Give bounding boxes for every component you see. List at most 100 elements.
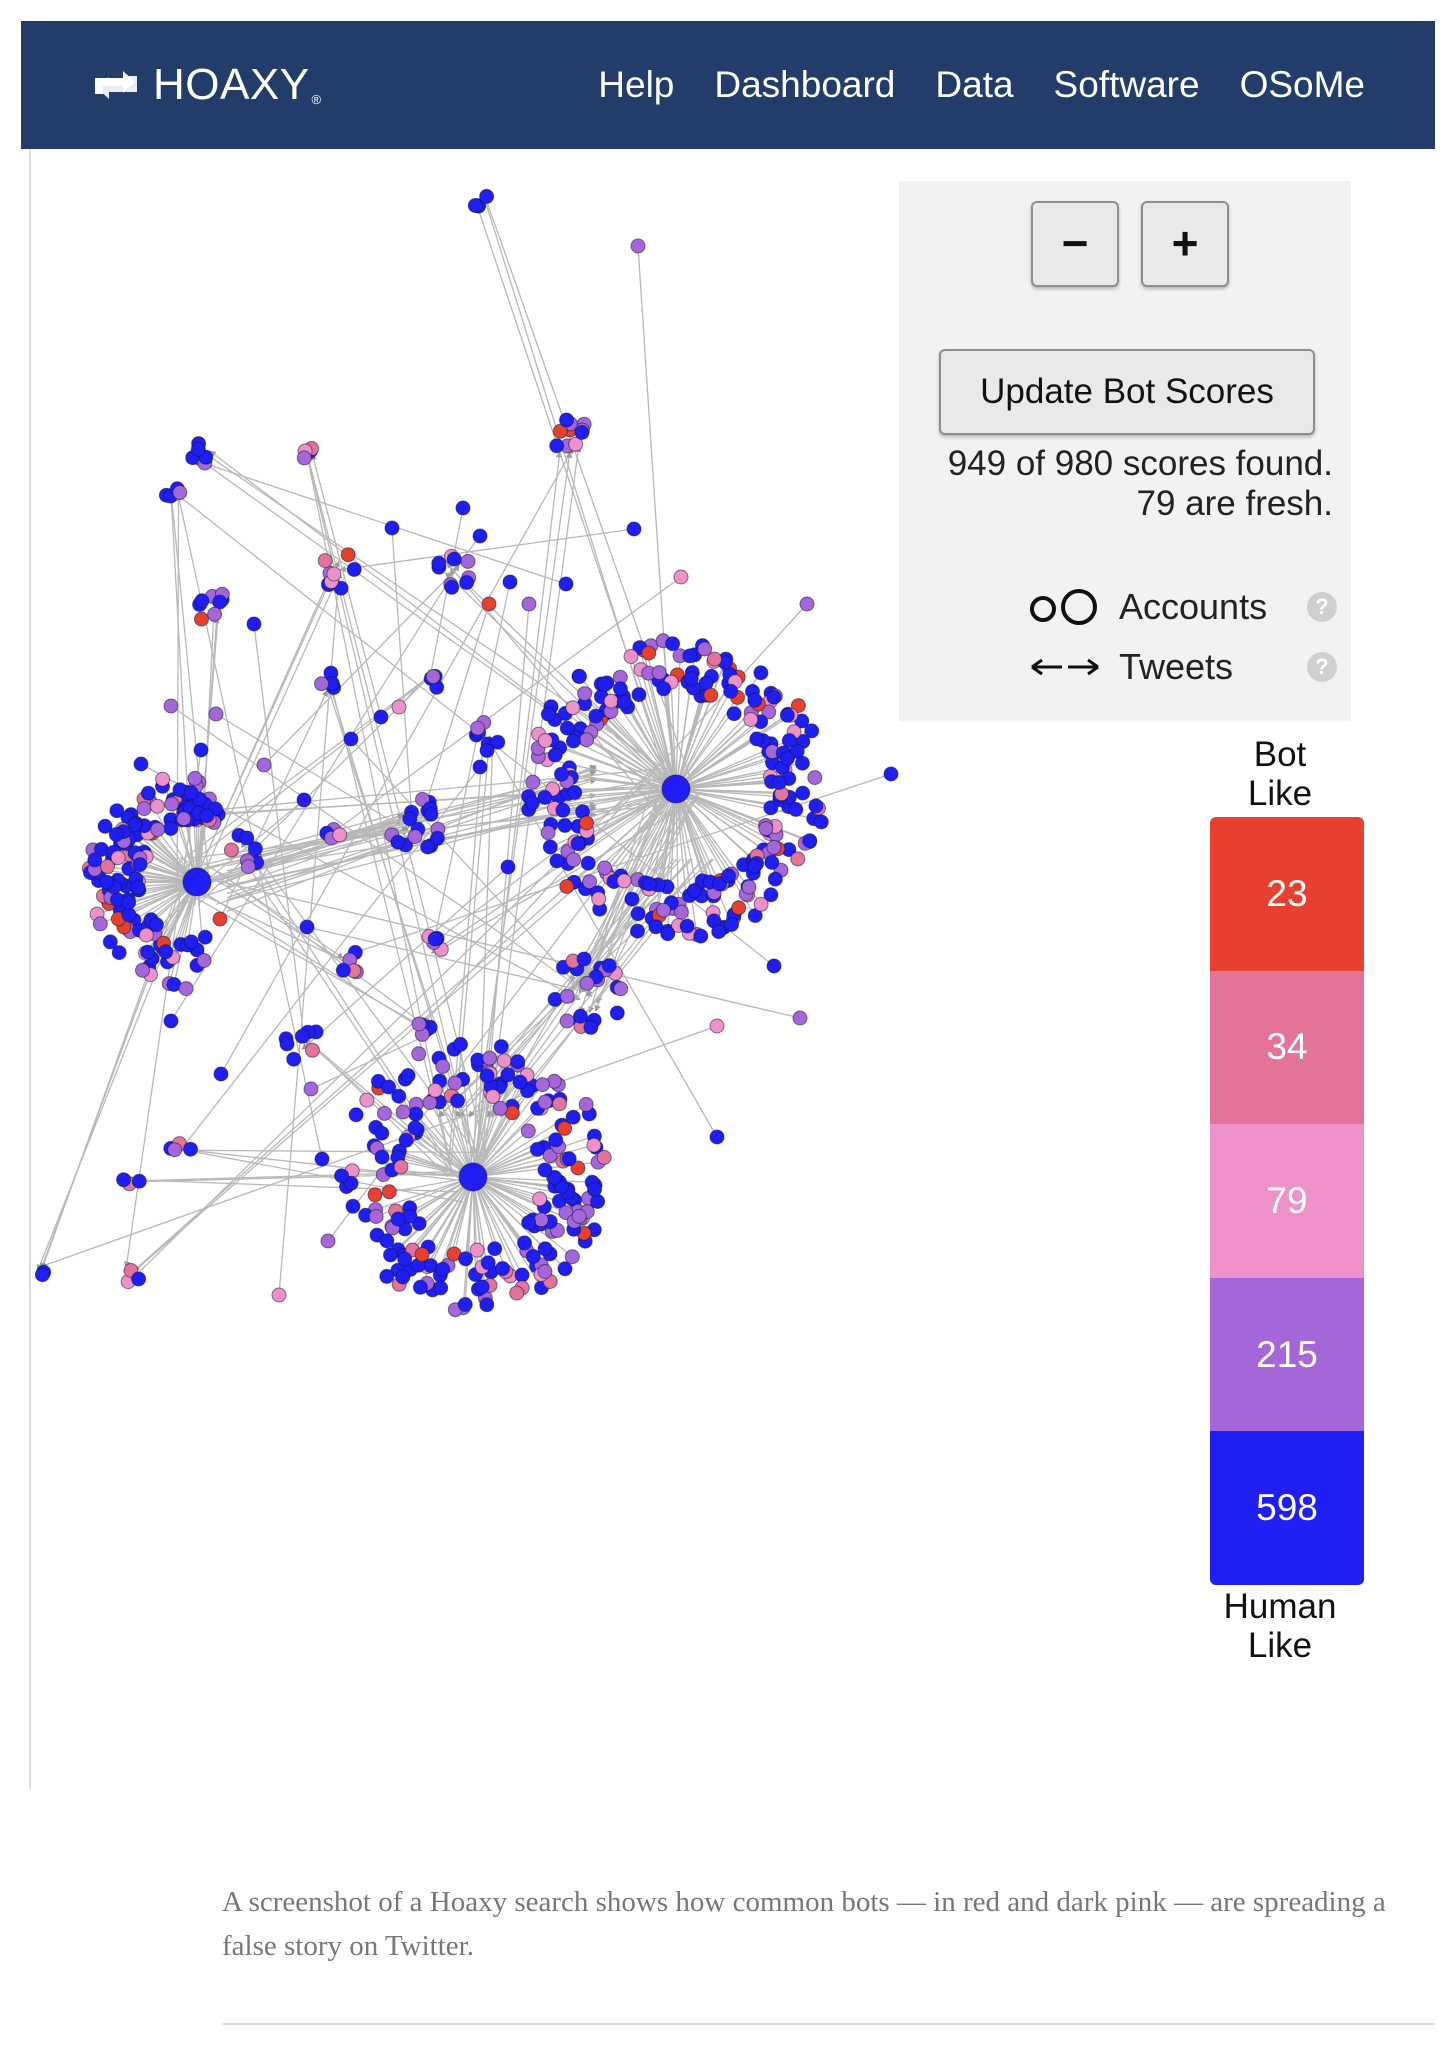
account-node[interactable] [100, 859, 115, 874]
account-node[interactable] [102, 934, 118, 950]
account-node[interactable] [390, 1211, 406, 1227]
brand-logo[interactable]: HOAXY ® [89, 55, 321, 115]
account-node[interactable] [555, 802, 571, 818]
account-node[interactable] [565, 1109, 581, 1125]
account-node[interactable] [579, 732, 594, 748]
account-node[interactable] [381, 1184, 397, 1200]
account-node[interactable] [578, 1096, 594, 1112]
account-node[interactable] [741, 879, 757, 895]
account-node[interactable] [450, 1093, 466, 1109]
account-node[interactable] [583, 1019, 599, 1035]
account-node[interactable] [111, 945, 127, 961]
account-node[interactable] [574, 425, 590, 440]
account-node[interactable] [481, 596, 497, 612]
account-node[interactable] [612, 681, 628, 697]
network-graph[interactable] [21, 149, 1435, 1789]
account-node[interactable] [624, 891, 640, 907]
account-node[interactable] [554, 766, 569, 782]
account-node[interactable] [412, 1279, 428, 1295]
account-node[interactable] [345, 1198, 361, 1214]
account-node[interactable] [521, 1215, 537, 1231]
account-node[interactable] [395, 1104, 411, 1120]
account-node[interactable] [549, 853, 565, 869]
account-node[interactable] [552, 423, 568, 439]
account-node[interactable] [239, 830, 255, 846]
account-node[interactable] [524, 795, 540, 811]
account-node[interactable] [731, 900, 747, 916]
tweets-help-icon[interactable]: ? [1307, 652, 1337, 682]
account-node[interactable] [721, 868, 736, 884]
account-node[interactable] [496, 1053, 512, 1069]
account-node[interactable] [568, 436, 584, 452]
account-node[interactable] [792, 1010, 808, 1026]
account-node[interactable] [97, 818, 113, 834]
account-node[interactable] [540, 825, 556, 841]
account-node[interactable] [158, 944, 174, 960]
nav-link-osome[interactable]: OSoMe [1239, 64, 1365, 105]
account-node[interactable] [500, 1067, 516, 1083]
account-node[interactable] [296, 792, 312, 808]
account-node[interactable] [314, 676, 329, 692]
account-node[interactable] [559, 412, 574, 428]
account-node[interactable] [586, 1137, 602, 1153]
account-node[interactable] [557, 818, 573, 833]
account-node[interactable] [724, 916, 740, 932]
nav-link-dashboard[interactable]: Dashboard [714, 64, 896, 105]
zoom-in-button[interactable]: + [1141, 201, 1229, 287]
account-node[interactable] [651, 665, 667, 681]
account-node[interactable] [766, 689, 782, 705]
account-node[interactable] [390, 834, 406, 850]
account-node[interactable] [402, 811, 418, 827]
account-node[interactable] [381, 1079, 397, 1095]
account-node[interactable] [697, 641, 713, 657]
account-node[interactable] [603, 693, 619, 709]
account-node[interactable] [707, 651, 722, 667]
account-node[interactable] [340, 547, 356, 563]
account-node[interactable] [566, 852, 581, 868]
account-node[interactable] [747, 858, 763, 874]
account-node[interactable] [136, 801, 152, 817]
account-node[interactable] [423, 806, 439, 822]
account-node[interactable] [537, 1094, 553, 1110]
account-node[interactable] [641, 645, 657, 661]
account-node[interactable] [549, 438, 565, 454]
account-node[interactable] [193, 742, 209, 758]
account-node[interactable] [109, 803, 125, 819]
account-node[interactable] [559, 1013, 575, 1029]
account-node[interactable] [656, 681, 672, 697]
account-node[interactable] [529, 1141, 545, 1157]
account-node[interactable] [131, 1271, 147, 1287]
account-node[interactable] [679, 918, 695, 934]
account-node[interactable] [500, 859, 516, 875]
account-node[interactable] [883, 766, 899, 782]
account-node[interactable] [373, 709, 389, 725]
account-node[interactable] [570, 836, 586, 851]
account-node[interactable] [630, 923, 645, 939]
account-node[interactable] [570, 1160, 586, 1176]
nav-link-software[interactable]: Software [1053, 64, 1200, 105]
account-node[interactable] [559, 720, 575, 736]
account-node[interactable] [314, 1151, 330, 1167]
account-node[interactable] [573, 1008, 588, 1024]
account-node[interactable] [34, 1267, 50, 1283]
account-node[interactable] [743, 712, 759, 727]
scale-segment-blue[interactable]: 598 [1210, 1431, 1364, 1585]
account-node[interactable] [623, 649, 639, 664]
account-node[interactable] [479, 1297, 495, 1313]
account-node[interactable] [766, 839, 782, 855]
account-node[interactable] [582, 874, 598, 890]
account-node[interactable] [368, 1209, 384, 1224]
account-node[interactable] [425, 669, 441, 685]
account-node[interactable] [359, 1092, 375, 1108]
account-node[interactable] [190, 441, 206, 457]
account-node[interactable] [482, 1050, 498, 1066]
account-node[interactable] [480, 1255, 496, 1271]
account-node[interactable] [673, 904, 689, 920]
account-node[interactable] [332, 827, 348, 843]
account-node[interactable] [391, 699, 407, 715]
account-node[interactable] [747, 692, 763, 708]
account-node[interactable] [587, 1181, 602, 1197]
account-node[interactable] [457, 1297, 473, 1312]
account-node[interactable] [176, 811, 192, 827]
account-node[interactable] [256, 757, 272, 773]
